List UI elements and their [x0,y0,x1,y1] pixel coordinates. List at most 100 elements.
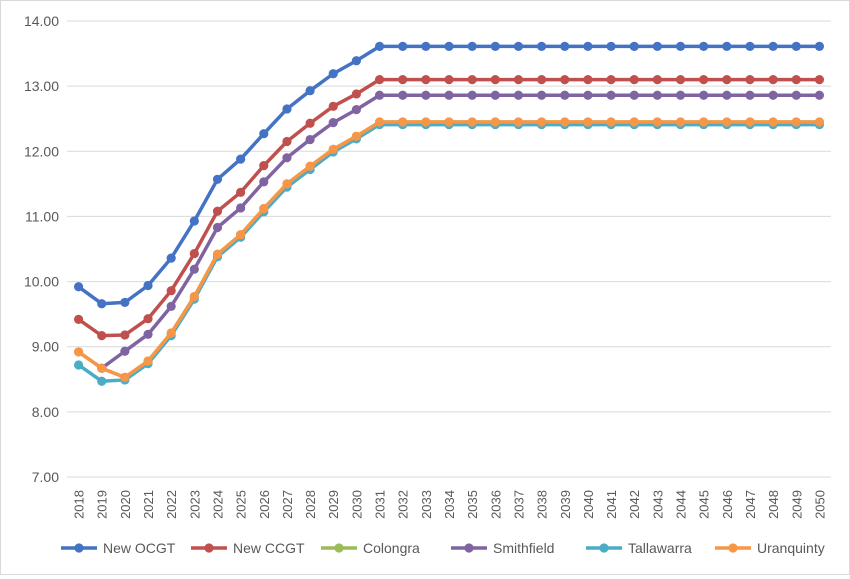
data-point [282,153,292,163]
data-point [398,75,408,85]
data-point [583,117,593,127]
series-line [77,120,820,380]
x-tick-label: 2049 [789,490,804,519]
x-tick-label: 2024 [210,490,225,519]
data-point [467,117,477,127]
data-point [791,41,801,52]
data-point [768,117,778,127]
x-tick-label: 2038 [535,490,550,519]
data-point [490,75,500,85]
data-point [212,249,223,259]
x-tick-label: 2050 [812,490,827,519]
data-point [675,117,686,127]
data-point [374,117,385,127]
data-point [490,117,500,127]
x-tick-label: 2039 [558,490,573,519]
data-point [282,136,292,147]
series-line [77,44,820,306]
legend-label: New OCGT [103,540,176,556]
x-tick-label: 2018 [72,490,87,519]
data-point [652,90,662,100]
data-point [513,90,524,100]
data-point [120,372,130,382]
data-point [537,75,547,85]
y-tick-label: 13.00 [24,78,59,94]
data-point [699,90,709,100]
y-tick-label: 12.00 [24,143,59,159]
data-point [73,282,84,292]
x-tick-label: 2031 [373,490,388,519]
data-point [97,331,107,341]
legend: New OCGT New CCGT Colongra Smithfield Tallaw… [61,540,825,556]
data-point [537,41,547,52]
data-point [467,41,477,52]
data-point [73,347,84,357]
data-point [398,41,408,52]
data-point [166,286,176,296]
series-new-ccgt [73,75,825,341]
data-point [745,75,755,85]
legend-label: New CCGT [233,540,305,556]
data-point [328,101,338,111]
data-point [606,41,616,52]
data-point [259,129,269,139]
data-point [722,117,732,127]
data-point [814,41,825,52]
x-tick-label: 2032 [396,490,411,519]
x-tick-label: 2029 [326,490,341,519]
data-point [560,117,570,127]
data-point [143,280,153,291]
data-point [583,90,593,100]
data-point [305,86,315,96]
legend-label: Smithfield [493,540,554,556]
x-tick-label: 2034 [442,490,457,519]
data-point [745,41,755,52]
x-tick-label: 2043 [650,490,665,519]
data-point [444,75,454,85]
data-point [629,90,639,100]
data-point [236,154,246,164]
legend-item: Uranquinty [715,540,825,556]
x-tick-label: 2025 [234,490,249,519]
x-tick-label: 2036 [488,490,503,519]
data-point [675,90,686,100]
x-tick-label: 2023 [187,490,202,519]
data-point [421,41,431,52]
data-point [467,90,477,100]
data-point [606,90,616,100]
data-point [189,291,199,302]
data-point [699,117,709,127]
gridlines [67,20,831,478]
data-point [444,117,454,127]
data-point [791,75,801,85]
x-tick-label: 2026 [257,490,272,519]
data-point [652,75,662,85]
y-tick-label: 14.00 [24,13,59,29]
data-point [560,41,570,52]
series-new-ocgt [73,41,825,309]
data-point [675,75,686,85]
data-point [120,330,130,340]
data-point [537,90,547,100]
legend-swatch-marker [464,543,474,553]
y-axis-tick-labels: 7.00 8.00 9.00 10.00 11.00 12.00 13.00 14.00 [24,13,59,485]
data-point [467,75,477,85]
data-point [768,41,778,52]
series-line [100,93,820,370]
x-tick-label: 2047 [743,490,758,519]
data-point [189,248,199,259]
x-tick-label: 2021 [141,490,156,519]
y-tick-label: 7.00 [32,469,59,485]
data-point [421,90,431,100]
data-point [768,75,778,85]
data-point [583,41,593,52]
x-axis-tick-labels: 2018 2019 2020 2021 2022 2023 2024 2025 2026 2027… [72,490,828,519]
data-point [699,41,709,52]
data-point [791,90,801,100]
data-point [745,90,755,100]
legend-swatch-marker [204,543,214,553]
data-point [374,75,385,85]
x-tick-label: 2041 [604,490,619,519]
data-point [745,117,755,127]
data-point [97,363,107,373]
